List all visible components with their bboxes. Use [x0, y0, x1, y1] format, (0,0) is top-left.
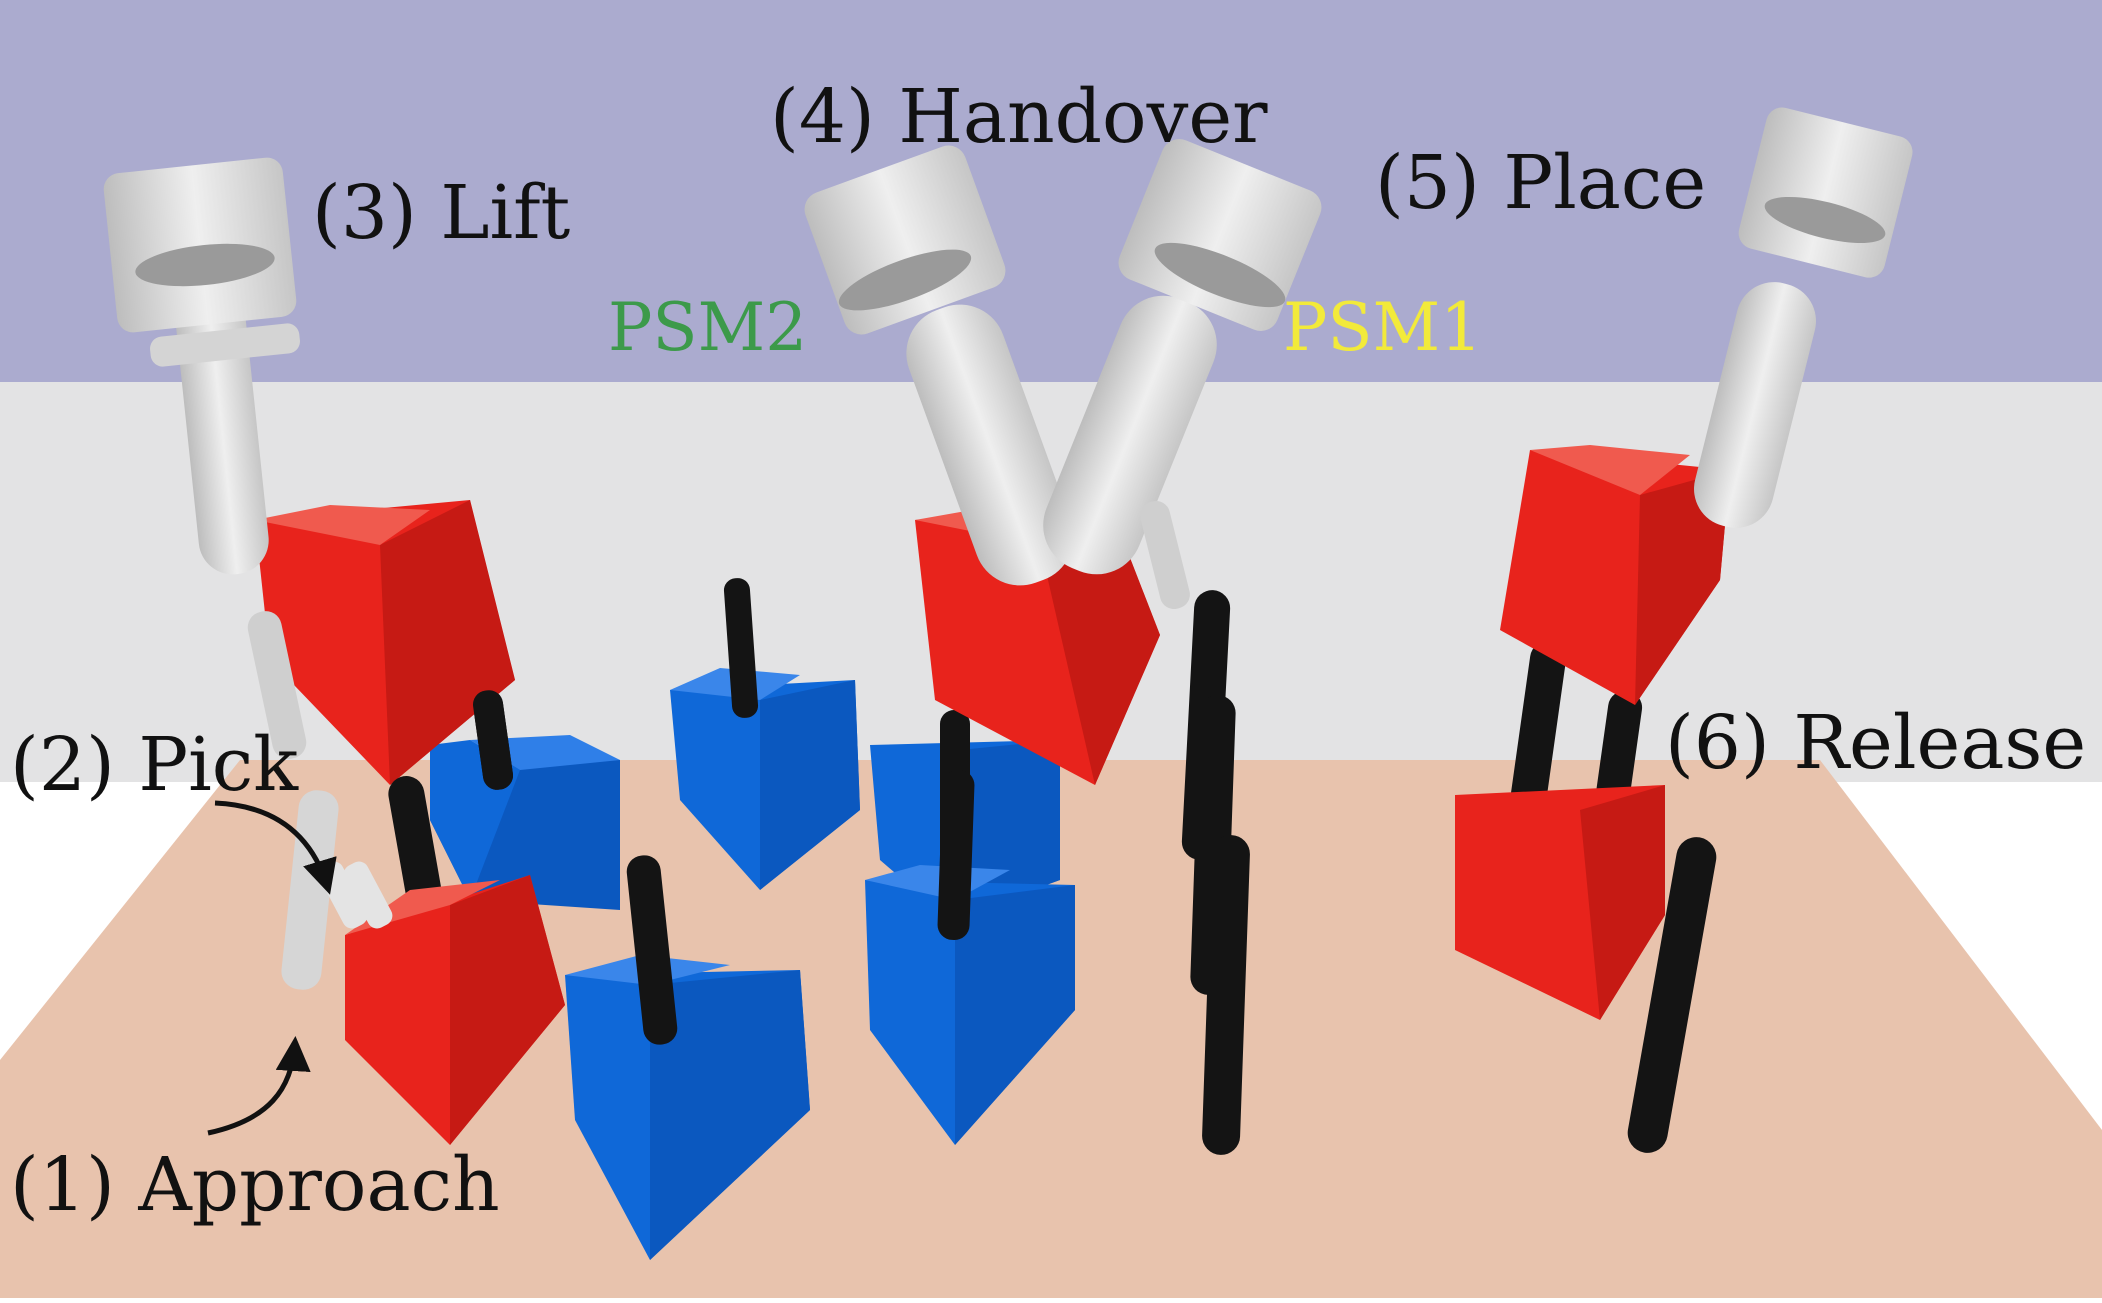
red-board-place	[1500, 445, 1730, 705]
label-step-handover: (4) Handover	[770, 74, 1268, 160]
label-psm1: PSM1	[1283, 289, 1482, 366]
blue-block-front	[565, 955, 810, 1260]
gripper-place	[1694, 107, 1913, 528]
label-step-approach: (1) Approach	[10, 1142, 500, 1228]
table-edge	[0, 1298, 2102, 1303]
label-psm2: PSM2	[608, 289, 807, 366]
red-board-handover	[915, 505, 1160, 785]
label-step-pick: (2) Pick	[10, 722, 299, 808]
peg-behind-lift	[472, 690, 514, 790]
blue-block-right-front	[865, 865, 1075, 1145]
peg-far-right-1	[1509, 640, 1567, 820]
arrow-pick	[214, 800, 337, 895]
label-step-release: (6) Release	[1665, 700, 2086, 786]
label-step-lift: (3) Lift	[312, 170, 571, 256]
gripper-handover-psm2	[804, 145, 1074, 586]
red-board-release	[1455, 785, 1665, 1020]
peg-standing-3	[1202, 835, 1250, 1155]
blue-block-center	[670, 668, 860, 890]
gripper-handover-psm1	[1043, 139, 1322, 610]
gripper-lift	[103, 157, 307, 759]
peg-front	[626, 855, 678, 1045]
peg-right-front	[937, 770, 975, 940]
red-board-lift	[255, 500, 515, 785]
peg-center	[723, 578, 759, 718]
label-step-place: (5) Place	[1375, 140, 1706, 226]
arrow-approach	[207, 1036, 311, 1136]
peg-far-right-3	[1627, 837, 1717, 1153]
